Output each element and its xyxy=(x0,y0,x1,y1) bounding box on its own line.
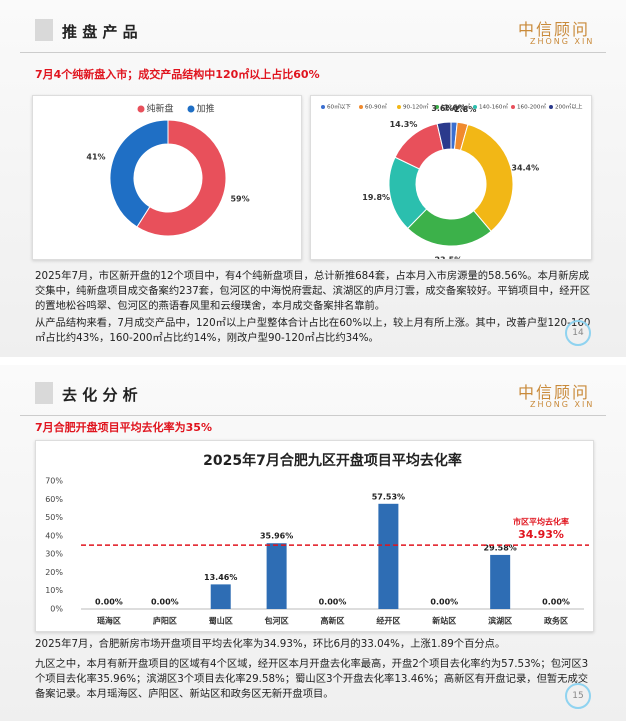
data-label: 34.4% xyxy=(511,163,539,172)
donut-slice xyxy=(136,119,227,237)
reference-label: 34.93% xyxy=(518,528,564,541)
x-tick-label: 庐阳区 xyxy=(153,616,177,626)
legend-swatch xyxy=(321,105,325,109)
legend-label: 140-160㎡ xyxy=(479,103,508,111)
x-tick-label: 包河区 xyxy=(264,616,289,626)
bar xyxy=(378,503,399,609)
data-label: 0.00% xyxy=(542,598,570,607)
brand-latin: ZHONG XIN xyxy=(530,37,595,46)
legend-swatch xyxy=(397,105,401,109)
donut-slice xyxy=(436,121,452,151)
chart-panel: 59% 纯新盘 41% 加推 xyxy=(32,95,302,260)
x-tick-label: 蜀山区 xyxy=(209,616,233,626)
y-tick-label: 20% xyxy=(45,568,63,577)
data-label: 13.46% xyxy=(204,573,237,582)
data-label: 35.96% xyxy=(260,532,293,541)
data-label: 29.58% xyxy=(484,543,517,552)
donut-slice xyxy=(109,119,169,228)
data-label: 41% xyxy=(86,153,105,162)
heading-bar xyxy=(35,382,53,404)
legend-swatch xyxy=(435,105,439,109)
data-label: 14.3% xyxy=(390,120,418,129)
legend-label: 纯新盘 xyxy=(147,103,174,115)
reference-name: 市区平均去化率 xyxy=(513,517,569,527)
y-tick-label: 30% xyxy=(45,550,63,559)
data-label: 19.8% xyxy=(362,193,390,202)
y-tick-label: 40% xyxy=(45,531,63,540)
legend-swatch xyxy=(473,105,477,109)
legend-label: 加推 xyxy=(197,103,215,115)
data-label: 1.6% xyxy=(444,104,466,113)
y-tick-label: 10% xyxy=(45,586,63,595)
x-tick-label: 经开区 xyxy=(376,616,400,626)
legend-label: 200㎡以上 xyxy=(555,103,583,111)
slide: 推 盘 产 品 中信顾问 ZHONG XIN 7月4个纯新盘入市；成交产品结构中… xyxy=(0,0,626,357)
x-tick-label: 新站区 xyxy=(432,616,456,626)
x-tick-label: 滨湖区 xyxy=(488,616,512,626)
data-label: 0.00% xyxy=(430,598,458,607)
data-label: 0.00% xyxy=(151,598,179,607)
bar xyxy=(490,554,511,609)
subtitle: 7月合肥开盘项目平均去化率为35% xyxy=(35,421,212,434)
data-label: 59% xyxy=(230,194,249,203)
paragraph: 九区之中，本月有新开盘项目的区域有4个区域，经开区本月开盘去化率最高，开盘2个项… xyxy=(35,658,589,700)
bar xyxy=(266,543,287,609)
data-label: 2.8% xyxy=(454,105,476,114)
x-tick-label: 政务区 xyxy=(544,616,568,626)
slide: 去 化 分 析 中信顾问 ZHONG XIN 7月合肥开盘项目平均去化率为35%… xyxy=(0,365,626,721)
divider xyxy=(20,415,606,416)
paragraph: 2025年7月，合肥新房市场开盘项目平均去化率为34.93%，环比6月的33.0… xyxy=(35,638,506,650)
legend-label: 60㎡以下 xyxy=(327,103,351,111)
data-label: 0.00% xyxy=(95,598,123,607)
legend-label: 160-200㎡ xyxy=(517,103,546,111)
chart: 2025年7月合肥九区开盘项目平均去化率 0% 10% 20% 30% 40% 50% 60%… xyxy=(45,452,589,626)
chart-panel: 1.6% 60㎡以下 2.8% 60-90㎡ 34.4% 90-120㎡ 23.5% 120-… xyxy=(310,95,592,264)
paragraph: 2025年7月，市区新开盘的12个项目中，有4个纯新盘项目，总计新推684套，占… xyxy=(35,270,591,312)
legend-label: 90-120㎡ xyxy=(403,103,429,111)
paragraph: 从产品结构来看，7月成交产品中，120㎡以上户型整体合计占比在60%以上，较上月… xyxy=(35,317,591,344)
data-label: 57.53% xyxy=(372,492,405,501)
data-label: 3.6% xyxy=(431,104,453,113)
chart-panel: 2025年7月合肥九区开盘项目平均去化率 0% 10% 20% 30% 40% 50% 60%… xyxy=(35,440,594,632)
brand: 中信顾问 xyxy=(518,20,591,39)
y-tick-label: 50% xyxy=(45,513,63,522)
legend-label: 60-90㎡ xyxy=(365,103,387,111)
heading: 推 盘 产 品 xyxy=(62,23,138,41)
data-label: 23.5% xyxy=(434,255,462,259)
heading: 去 化 分 析 xyxy=(62,386,138,404)
x-tick-label: 瑶海区 xyxy=(97,616,121,626)
page-number: 14 xyxy=(565,320,591,346)
legend-label: 120-140㎡ xyxy=(441,103,470,111)
y-tick-label: 0% xyxy=(50,605,63,614)
legend-swatch xyxy=(549,105,553,109)
data-label: 0.00% xyxy=(319,598,347,607)
subtitle: 7月4个纯新盘入市；成交产品结构中120㎡以上占比60% xyxy=(35,68,320,81)
legend-swatch xyxy=(359,105,363,109)
page-number: 15 xyxy=(565,683,591,709)
legend-swatch xyxy=(187,105,195,113)
legend-swatch xyxy=(511,105,515,109)
chart: 1.6% 60㎡以下 2.8% 60-90㎡ 34.4% 90-120㎡ 23.5% 120-… xyxy=(321,103,583,264)
chart: 59% 纯新盘 41% 加推 xyxy=(86,103,250,237)
brand-latin: ZHONG XIN xyxy=(530,400,595,409)
divider xyxy=(20,52,606,53)
legend-swatch xyxy=(137,105,145,113)
y-tick-label: 70% xyxy=(45,477,63,486)
donut-slice xyxy=(459,123,514,232)
chart-title: 2025年7月合肥九区开盘项目平均去化率 xyxy=(203,452,462,469)
x-tick-label: 高新区 xyxy=(321,616,345,626)
heading-bar xyxy=(35,19,53,41)
brand: 中信顾问 xyxy=(518,383,591,402)
bar xyxy=(210,584,231,609)
y-tick-label: 60% xyxy=(45,495,63,504)
